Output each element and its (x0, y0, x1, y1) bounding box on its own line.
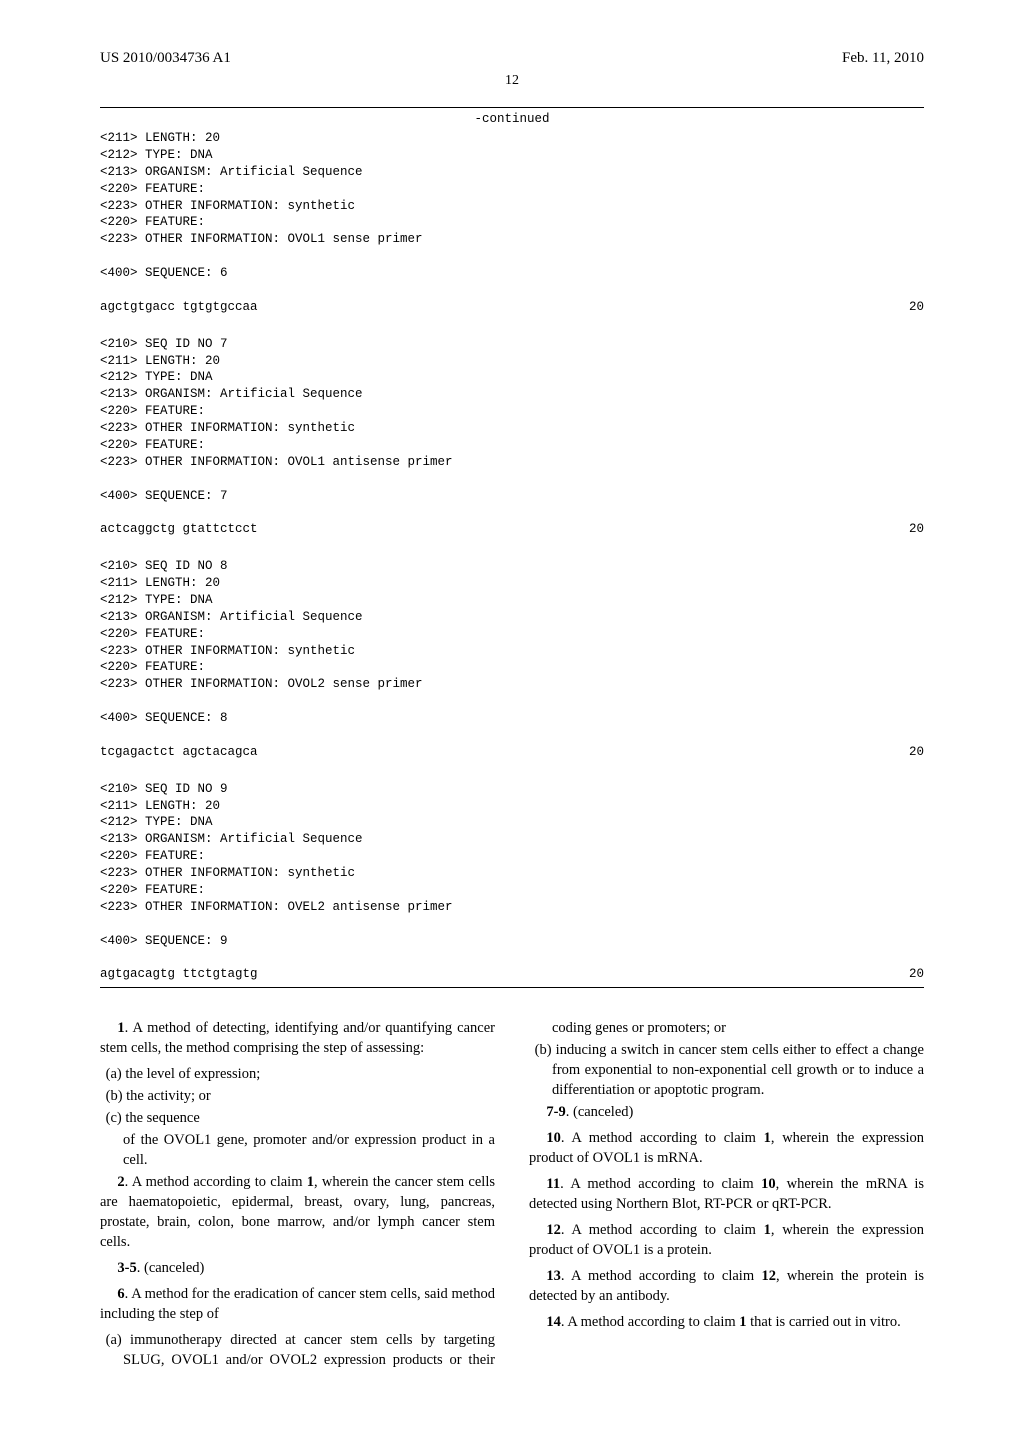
claim-11: 11. A method according to claim 10, wher… (529, 1174, 924, 1214)
patent-page: US 2010/0034736 A1 Feb. 11, 2010 12 -con… (0, 0, 1024, 1430)
claim-number: 6 (117, 1286, 124, 1302)
claim-text: . (canceled) (566, 1104, 634, 1120)
claim-7-9: 7-9. (canceled) (529, 1102, 924, 1122)
publication-date: Feb. 11, 2010 (842, 50, 924, 67)
sequence-text: agtgacagtg ttctgtagtg (100, 966, 258, 983)
claim-text: . A method of detecting, identifying and… (100, 1020, 495, 1056)
page-header: US 2010/0034736 A1 Feb. 11, 2010 (100, 50, 924, 67)
claim-6: 6. A method for the eradication of cance… (100, 1284, 495, 1324)
claim-text: . A method according to claim (561, 1130, 764, 1146)
claim-2: 2. A method according to claim 1, wherei… (100, 1172, 495, 1252)
claim-number: 11 (546, 1176, 560, 1192)
page-number: 12 (100, 73, 924, 89)
seq-9-sequence: agtgacagtg ttctgtagtg 20 (100, 966, 924, 983)
sequence-text: actcaggctg gtattctcct (100, 521, 258, 538)
claim-text: . A method according to claim (560, 1176, 761, 1192)
blank (100, 504, 924, 521)
sequence-listing: -continued <211> LENGTH: 20 <212> TYPE: … (100, 107, 924, 988)
claim-ref: 1 (764, 1222, 771, 1238)
claim-number: 12 (546, 1222, 561, 1238)
claims-section: 1. A method of detecting, identifying an… (100, 1018, 924, 1370)
claim-ref: 1 (307, 1174, 314, 1190)
claim-12: 12. A method according to claim 1, where… (529, 1220, 924, 1260)
seq-8-sequence: tcgagactct agctacagca 20 (100, 744, 924, 761)
claim-text: . A method according to claim (561, 1314, 739, 1330)
claim-6b: (b) inducing a switch in cancer stem cel… (552, 1040, 924, 1100)
sequence-length: 20 (909, 966, 924, 983)
sequence-text: tcgagactct agctacagca (100, 744, 258, 761)
claim-number: 10 (546, 1130, 561, 1146)
sequence-length: 20 (909, 744, 924, 761)
sequence-length: 20 (909, 521, 924, 538)
claim-1: 1. A method of detecting, identifying an… (100, 1018, 495, 1058)
claim-10: 10. A method according to claim 1, where… (529, 1128, 924, 1168)
claim-ref: 10 (761, 1176, 776, 1192)
claim-number: 3-5 (117, 1260, 136, 1276)
sequence-length: 20 (909, 299, 924, 316)
claim-text: . (canceled) (137, 1260, 205, 1276)
claim-1b: (b) the activity; or (123, 1086, 495, 1106)
sequence-text: agctgtgacc tgtgtgccaa (100, 299, 258, 316)
claim-number: 14 (546, 1314, 561, 1330)
seq-6-sequence: agctgtgacc tgtgtgccaa 20 (100, 299, 924, 316)
claim-14: 14. A method according to claim 1 that i… (529, 1312, 924, 1332)
claim-text: . A method according to claim (125, 1174, 307, 1190)
claim-ref: 1 (764, 1130, 771, 1146)
claim-1a: (a) the level of expression; (123, 1064, 495, 1084)
claim-text: . A method according to claim (561, 1268, 762, 1284)
claim-13: 13. A method according to claim 12, wher… (529, 1266, 924, 1306)
publication-number: US 2010/0034736 A1 (100, 50, 231, 67)
claim-text: . A method according to claim (561, 1222, 764, 1238)
claim-1c: (c) the sequence (123, 1108, 495, 1128)
blank (100, 727, 924, 744)
continued-label: -continued (100, 112, 924, 126)
seq-9-header: <210> SEQ ID NO 9 <211> LENGTH: 20 <212>… (100, 781, 924, 950)
claim-3-5: 3-5. (canceled) (100, 1258, 495, 1278)
seq-7-sequence: actcaggctg gtattctcct 20 (100, 521, 924, 538)
blank (100, 282, 924, 299)
claim-number: 13 (546, 1268, 561, 1284)
claim-text: that is carried out in vitro. (747, 1314, 901, 1330)
claim-number: 2 (117, 1174, 124, 1190)
claim-number: 1 (117, 1020, 124, 1036)
claim-ref: 1 (739, 1314, 746, 1330)
blank (100, 949, 924, 966)
claim-number: 7-9 (546, 1104, 565, 1120)
seq-6-header: <211> LENGTH: 20 <212> TYPE: DNA <213> O… (100, 130, 924, 282)
seq-8-header: <210> SEQ ID NO 8 <211> LENGTH: 20 <212>… (100, 558, 924, 727)
seq-7-header: <210> SEQ ID NO 7 <211> LENGTH: 20 <212>… (100, 336, 924, 505)
claim-ref: 12 (761, 1268, 776, 1284)
claim-text: . A method for the eradication of cancer… (100, 1286, 495, 1322)
claim-1d: of the OVOL1 gene, promoter and/or expre… (123, 1130, 495, 1170)
